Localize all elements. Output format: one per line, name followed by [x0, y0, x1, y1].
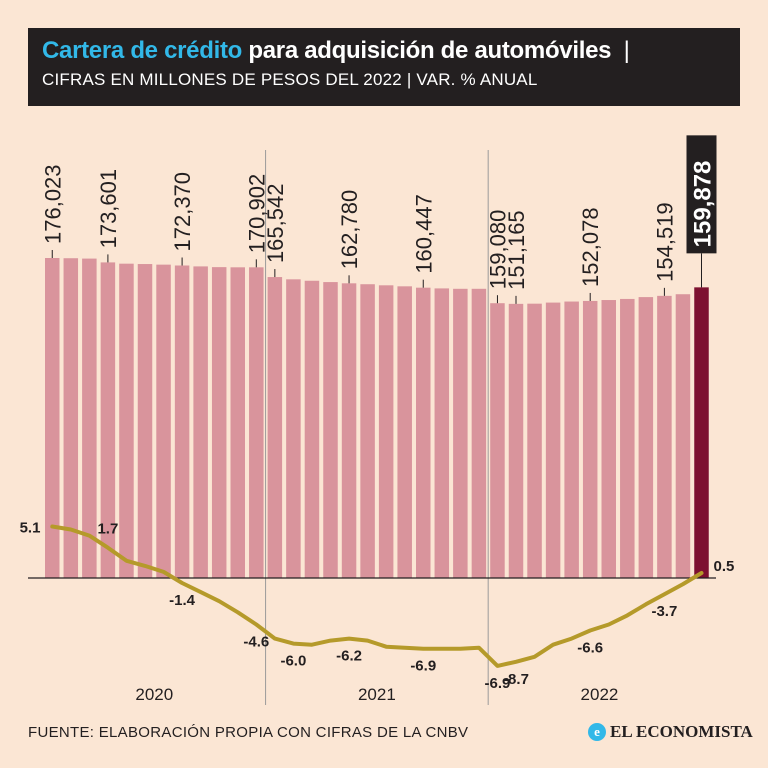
source-note: FUENTE: ELABORACIÓN PROPIA CON CIFRAS DE… [28, 724, 469, 741]
bar [286, 279, 301, 578]
bar [341, 283, 357, 578]
growth-value-labels: 5.1 1.7-1.4-4.6-6.0 -6.2-6.9-6.9-8.7-6.6-3… [20, 519, 735, 691]
bar [82, 258, 97, 578]
growth-value-label: 1.7 [97, 521, 118, 538]
bar-value-label: 170,902 [244, 174, 269, 254]
bar [434, 288, 450, 578]
chart-subtitle: CIFRAS EN MILLONES DE PESOS DEL 2022 | V… [42, 70, 538, 89]
bar [119, 263, 134, 578]
year-label: 2021 [358, 685, 396, 704]
bar [137, 264, 153, 578]
bar [675, 294, 691, 578]
bar [100, 262, 116, 578]
year-labels: 2020 2021 2022 [135, 685, 618, 704]
bar [694, 287, 709, 578]
brand: e EL ECONOMISTA [588, 722, 753, 742]
highlight-label-box [686, 135, 717, 254]
bar [63, 258, 79, 578]
bar [360, 284, 375, 578]
title-accent: Cartera de crédito [42, 37, 243, 64]
chart-header: Cartera de crédito para adquisición de a… [28, 28, 740, 106]
bar [416, 287, 431, 578]
bar [545, 302, 561, 578]
growth-value-label: -4.6 [243, 633, 269, 650]
bar-value-label: 162,780 [337, 190, 362, 270]
bar [564, 301, 579, 578]
year-dividers [265, 150, 489, 705]
bar-value-label: 154,519 [652, 202, 677, 282]
bar [527, 303, 542, 578]
bar [657, 295, 672, 578]
bar-value-label: 165,542 [263, 184, 288, 264]
growth-value-label: -6.9 [485, 675, 511, 692]
growth-value-label: -1.4 [169, 592, 196, 609]
bar [453, 288, 468, 578]
bar [620, 298, 635, 578]
growth-value-label: -6.2 [336, 648, 362, 665]
bar [230, 267, 245, 578]
growth-value-label: -6.9 [410, 658, 436, 675]
year-label: 2022 [581, 685, 619, 704]
brand-name: EL ECONOMISTA [610, 722, 753, 741]
growth-value-label: -6.0 [280, 653, 306, 670]
bar [378, 285, 394, 578]
bar-series [45, 258, 709, 578]
bar [508, 303, 524, 578]
bar [45, 258, 60, 578]
bar [601, 300, 616, 578]
year-label: 2020 [135, 685, 173, 704]
growth-value-label: -8.7 [503, 671, 529, 688]
bar [471, 288, 487, 578]
bar-value-label: 173,601 [96, 169, 121, 249]
bar [397, 286, 412, 578]
growth-line [50, 524, 704, 668]
growth-line-series [50, 524, 704, 668]
bar [174, 265, 190, 578]
bar [304, 280, 320, 578]
bar [156, 264, 171, 578]
bar-value-label: 172,370 [170, 172, 195, 252]
bar [211, 267, 227, 578]
bar-value-label: 159,878 [690, 161, 717, 248]
growth-value-label: 0.5 [714, 558, 735, 575]
growth-value-label: -6.6 [577, 640, 603, 657]
bar [490, 303, 505, 578]
bar [193, 266, 208, 578]
chart-title: Cartera de crédito para adquisición de a… [42, 36, 726, 66]
title-rest: para adquisición de automóviles [248, 37, 612, 64]
bar-value-label: 151,165 [504, 210, 529, 290]
growth-value-label: 5.1 [20, 519, 41, 536]
title-separator: | [623, 37, 630, 64]
bar-value-label: 159,080 [485, 210, 510, 290]
bar [249, 267, 264, 578]
bar [638, 297, 654, 578]
bar [582, 300, 598, 578]
bar-value-label: 160,447 [411, 194, 436, 274]
bar-value-label: 152,078 [578, 207, 603, 287]
bar [267, 277, 283, 578]
brand-logo-icon: e [588, 723, 606, 741]
bar [323, 282, 338, 578]
growth-value-label: -3.7 [651, 603, 677, 620]
bar-value-label: 176,023 [40, 164, 65, 244]
